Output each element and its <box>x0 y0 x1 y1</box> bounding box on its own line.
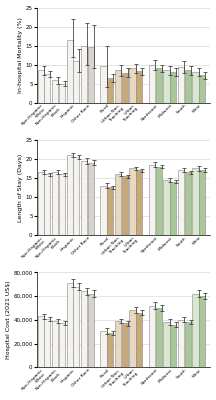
Bar <box>100 66 107 102</box>
Bar <box>163 70 170 102</box>
Bar <box>170 72 176 102</box>
Bar <box>178 320 184 367</box>
Bar <box>115 321 121 367</box>
Bar <box>88 48 94 102</box>
Bar <box>107 188 113 235</box>
Bar <box>44 74 51 102</box>
Bar <box>100 330 107 367</box>
Y-axis label: Length of Stay (Days): Length of Stay (Days) <box>18 153 23 222</box>
Bar <box>192 72 199 102</box>
Bar <box>52 172 58 235</box>
Bar <box>88 163 94 235</box>
Bar <box>199 170 205 235</box>
Bar <box>192 168 199 235</box>
Bar <box>178 67 184 102</box>
Bar <box>81 291 87 367</box>
Bar <box>192 294 199 367</box>
Bar <box>129 68 136 102</box>
Bar <box>156 68 162 102</box>
Bar <box>107 333 113 367</box>
Bar <box>115 174 121 235</box>
Bar <box>178 170 184 235</box>
Bar <box>149 165 155 235</box>
Bar <box>156 166 162 235</box>
Bar <box>38 316 44 367</box>
Bar <box>73 61 79 102</box>
Bar <box>59 84 65 102</box>
Y-axis label: Hospital Cost (2021 US$): Hospital Cost (2021 US$) <box>6 280 11 359</box>
Bar <box>107 78 113 102</box>
Bar <box>170 182 176 235</box>
Bar <box>163 180 170 235</box>
Bar <box>170 325 176 367</box>
Bar <box>67 283 73 367</box>
Bar <box>38 70 44 102</box>
Bar <box>136 313 142 367</box>
Y-axis label: In-hospital Mortality (%): In-hospital Mortality (%) <box>18 17 23 93</box>
Bar <box>59 323 65 367</box>
Bar <box>184 70 191 102</box>
Bar <box>163 322 170 367</box>
Bar <box>59 174 65 235</box>
Bar <box>115 70 121 102</box>
Bar <box>184 172 191 235</box>
Bar <box>136 71 142 102</box>
Bar <box>44 319 51 367</box>
Bar <box>129 310 136 367</box>
Bar <box>67 40 73 102</box>
Bar <box>67 155 73 235</box>
Bar <box>73 287 79 367</box>
Bar <box>184 322 191 367</box>
Bar <box>52 321 58 367</box>
Bar <box>122 73 128 102</box>
Bar <box>73 157 79 235</box>
Bar <box>129 168 136 235</box>
Bar <box>38 172 44 235</box>
Bar <box>100 186 107 235</box>
Bar <box>149 306 155 367</box>
Bar <box>88 294 94 367</box>
Bar <box>122 324 128 367</box>
Bar <box>81 161 87 235</box>
Bar <box>149 65 155 102</box>
Bar <box>136 170 142 235</box>
Bar <box>44 174 51 235</box>
Bar <box>199 75 205 102</box>
Bar <box>156 308 162 367</box>
Bar <box>199 296 205 367</box>
Bar <box>52 80 58 102</box>
Bar <box>122 176 128 235</box>
Bar <box>81 46 87 102</box>
